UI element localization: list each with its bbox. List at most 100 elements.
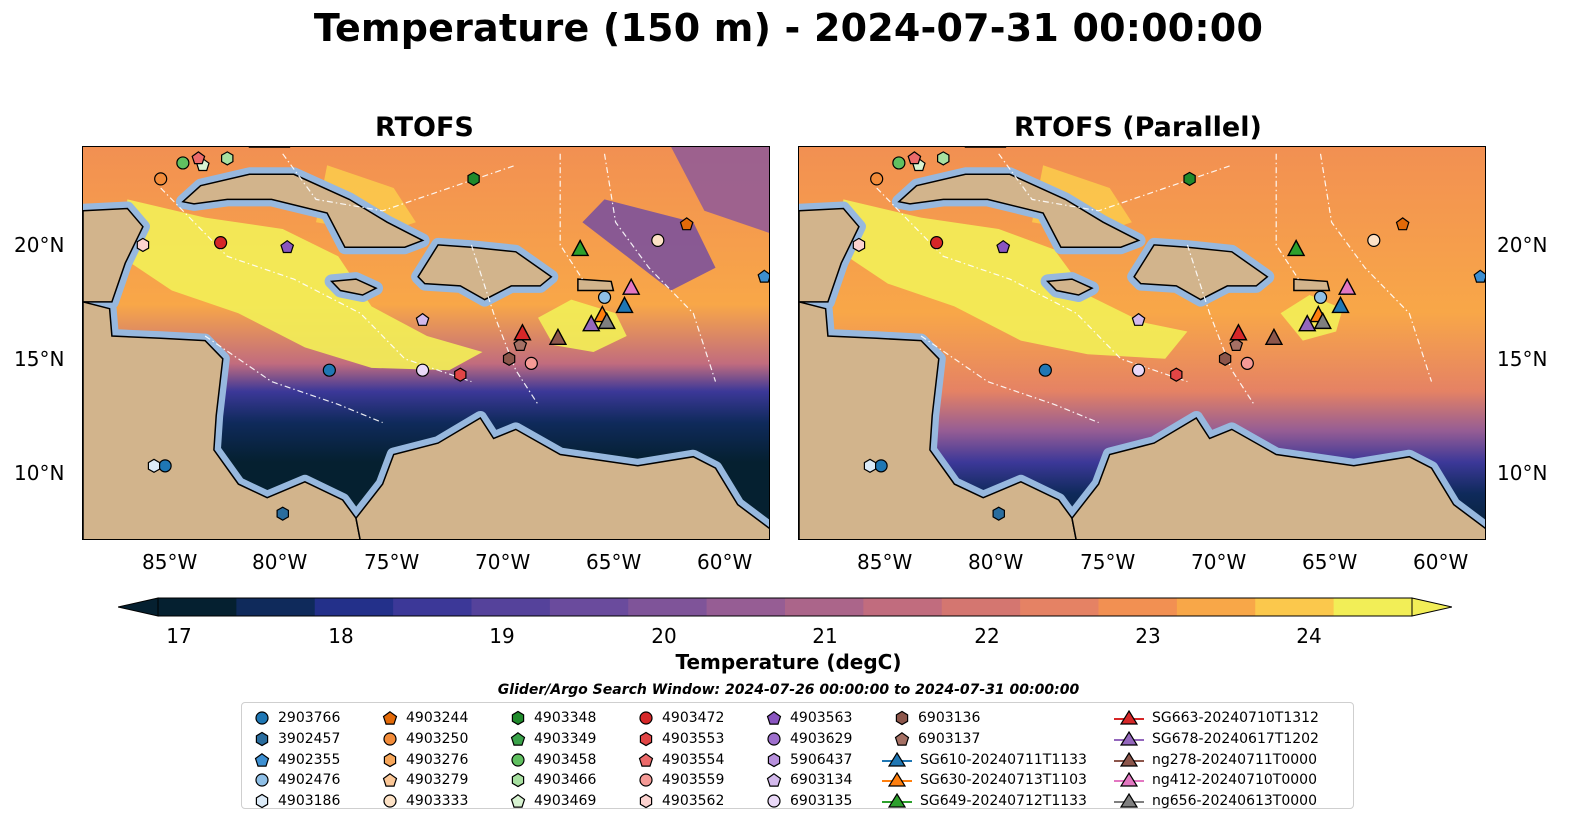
panel-title-rtofs-parallel: RTOFS (Parallel) [1014,112,1262,143]
legend-item: 4903186 [254,791,340,811]
colorbar-segment [471,598,551,616]
legend-item-label: 4902355 [278,751,341,768]
argo-float-marker [513,337,528,351]
eez-boundary [1319,153,1433,382]
legend-marker-icon [510,794,526,808]
glider-marker [1229,323,1248,341]
argo-float-marker [147,458,161,473]
legend-item-label: 4903562 [662,793,725,810]
legend-marker-icon [639,793,653,809]
eez-boundary [1186,244,1255,405]
legend-marker-icon [1114,772,1144,787]
legend-item: ng656-20240613T0000 [1114,791,1317,811]
legend-item: 4903469 [510,791,596,811]
glider-marker [622,277,641,295]
argo-float-marker [158,459,172,473]
argo-float-marker [597,290,612,304]
legend-marker-icon [383,732,397,746]
legend-item-label: 4903466 [534,772,597,789]
legend-marker-icon [511,752,525,767]
argo-float-marker [467,171,480,187]
lon-tick-label: 60°W [1413,550,1469,574]
legend-item-label: SG630-20240713T1103 [920,772,1087,789]
colorbar-segment [1333,598,1413,616]
colorbar-segment [941,598,1021,616]
colorbar-gradient [117,597,1453,617]
lat-tick-label: 20°N [1497,233,1548,257]
argo-float-marker [1170,367,1183,382]
colorbar-extend-high [1411,597,1453,617]
argo-float-marker [1038,363,1052,377]
legend-marker-icon [254,752,270,767]
legend: 2903766 3902457 4902355 4902476 4903186 49032… [241,702,1354,809]
legend-item: SG663-20240710T1312 [1114,708,1319,728]
colorbar [117,596,1453,622]
panel-title-rtofs: RTOFS [375,112,474,143]
legend-item-label: 4903472 [662,710,725,726]
legend-item: 4903559 [638,770,724,790]
legend-item-label: 4903469 [534,793,597,810]
argo-float-marker [1395,217,1410,231]
legend-item: SG678-20240617T1202 [1114,729,1319,749]
colorbar-segment [549,598,629,616]
glider-marker [1286,238,1306,257]
legend-item: 4903472 [638,708,724,728]
argo-float-marker [996,239,1011,254]
eez-boundary [160,187,472,383]
argo-float-marker [1229,337,1244,351]
argo-float-marker [176,156,190,170]
glider-marker [1313,311,1332,330]
glider-marker [615,295,634,314]
legend-item-label: 4903349 [534,730,597,747]
land-mass [1071,416,1485,539]
land-mass [799,207,860,303]
legend-marker-icon [1114,793,1144,808]
glider-marker [1338,277,1357,295]
argo-float-marker [1131,363,1146,377]
eez-boundary [559,153,583,280]
legend-marker-icon [255,773,269,787]
argo-float-marker [1131,312,1146,326]
lon-tick-label: 75°W [364,550,420,574]
argo-float-marker [870,172,884,186]
legend-item: 4902355 [254,750,340,770]
colorbar-tick-label: 24 [1296,624,1322,648]
legend-item: 4903629 [766,729,852,749]
legend-marker-icon [255,731,269,746]
argo-float-marker [322,363,336,377]
argo-float-marker [454,367,467,382]
colorbar-segment [785,598,864,616]
legend-item-label: 4903553 [662,730,725,747]
legend-item-label: 4903563 [790,710,853,726]
land-mass [329,278,378,296]
argo-float-marker [415,312,430,326]
argo-float-marker [191,151,206,165]
colorbar-segment [1255,598,1335,616]
legend-item: 6903137 [894,729,980,749]
temperature-contour [836,199,1188,359]
lon-tick-label: 70°W [475,550,531,574]
lon-tick-label: 80°W [252,550,308,574]
colorbar-tick-label: 23 [1135,624,1161,648]
figure-title: Temperature (150 m) - 2024-07-31 00:00:0… [313,6,1264,50]
legend-item-label: 3902457 [278,730,341,747]
legend-marker-icon [383,794,397,808]
colorbar-segment [158,598,237,616]
legend-item-label: 2903766 [278,710,341,726]
argo-float-marker [221,151,234,166]
glider-marker [513,323,532,341]
legend-item-label: 6903134 [790,772,853,789]
legend-marker-icon [639,731,653,746]
legend-item: 4903554 [638,750,724,770]
argo-float-marker [892,156,906,170]
argo-float-marker [214,236,228,250]
lon-tick-label: 75°W [1080,550,1136,574]
lon-tick-label: 85°W [857,550,913,574]
argo-float-marker [502,351,516,366]
colorbar-tick-label: 22 [974,624,1000,648]
legend-item: 4903276 [382,750,468,770]
legend-item-label: ng278-20240711T0000 [1152,751,1317,768]
land-mass [83,207,144,303]
colorbar-segment [1020,598,1100,616]
land-mass [897,173,1141,248]
